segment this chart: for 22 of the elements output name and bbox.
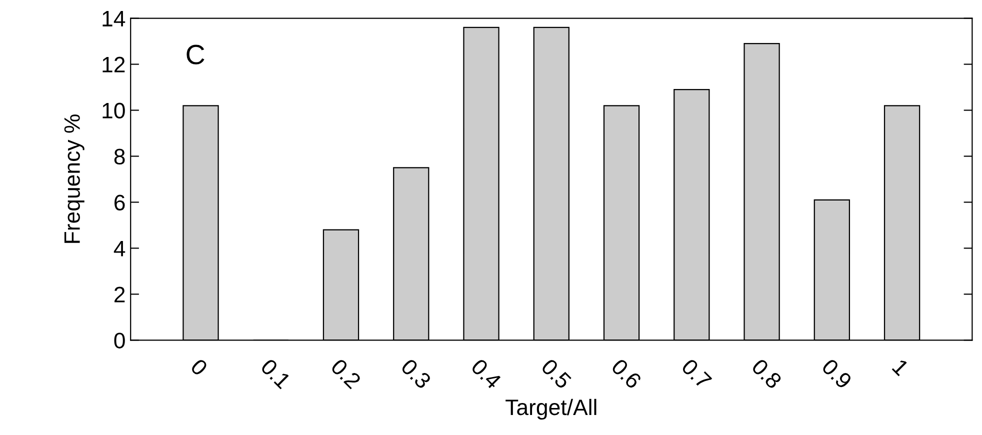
x-tick-label: 0.8	[750, 358, 783, 390]
x-tick-label: 1	[892, 358, 910, 376]
x-tick-label: 0.3	[400, 358, 432, 390]
x-axis-title: Target/All	[506, 398, 596, 420]
y-tick-label: 10	[102, 102, 125, 119]
x-tick-label: 0.5	[540, 358, 572, 390]
x-tick-label: 0.6	[610, 358, 642, 390]
x-tick-label: 0.9	[820, 358, 853, 390]
annotation: C	[186, 44, 204, 64]
x-tick-label: 0.1	[260, 358, 292, 390]
y-tick-label: 12	[102, 56, 125, 72]
y-tick-label: 6	[114, 194, 125, 210]
x-tick-label: 0	[190, 358, 208, 377]
x-tick-label: 0.4	[470, 358, 502, 390]
y-tick-label: 14	[102, 11, 126, 26]
y-tick-label: 8	[114, 148, 125, 164]
y-axis-title: Frequency %	[64, 114, 84, 243]
y-tick-label: 4	[114, 240, 126, 256]
y-tick-label: 0	[114, 332, 125, 348]
x-tick-label: 0.7	[680, 358, 712, 390]
x-tick-label: 0.2	[330, 358, 362, 390]
y-tick-label: 2	[114, 286, 125, 302]
